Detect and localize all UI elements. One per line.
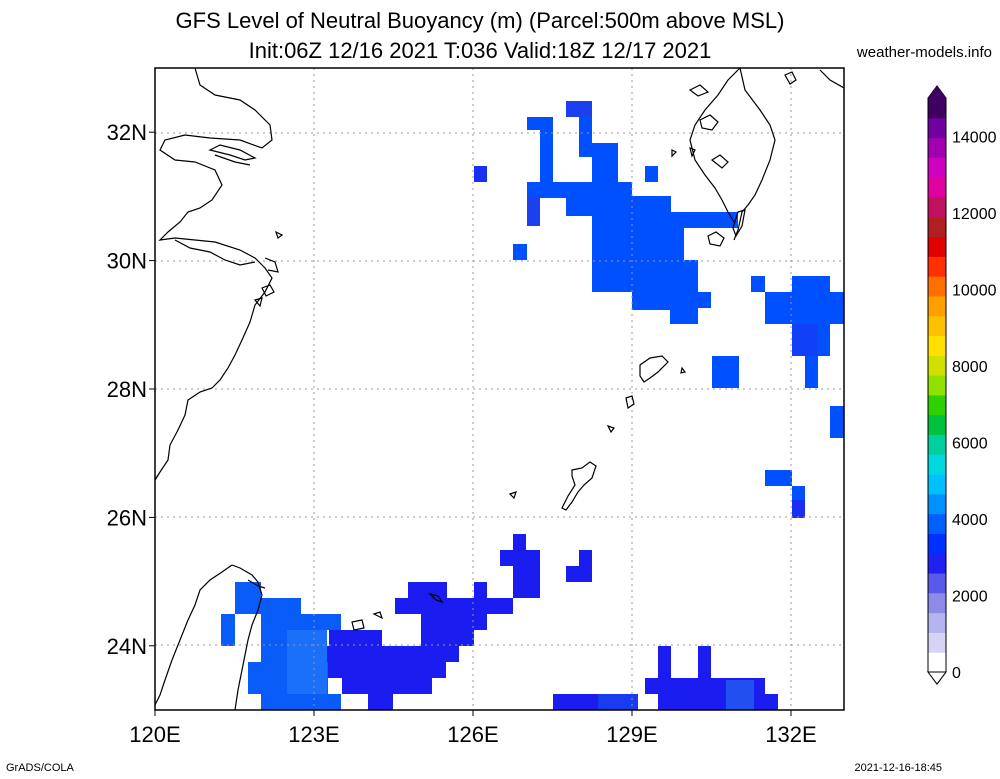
colorbar-swatch — [928, 177, 946, 198]
colorbar-swatch — [928, 454, 946, 475]
lon-axis: 120E 123E 126E 129E 132E — [129, 710, 817, 747]
colorbar-swatch — [928, 137, 946, 158]
colorbar-swatch — [928, 335, 946, 356]
colorbar-swatch — [928, 573, 946, 594]
colorbar-swatch — [928, 553, 946, 574]
lat-tick-label: 32N — [107, 120, 147, 145]
colorbar-swatch — [928, 414, 946, 435]
lat-tick-label: 28N — [107, 377, 147, 402]
lon-tick-label: 123E — [288, 722, 339, 747]
footer-timestamp: 2021-12-16-18:45 — [854, 762, 942, 774]
colorbar: 0 2000 4000 6000 8000 10000 12000 14000 — [927, 85, 997, 685]
colorbar-swatch — [928, 493, 946, 515]
colorbar-label: 8000 — [952, 359, 988, 376]
colorbar-label: 0 — [952, 665, 961, 682]
colorbar-min-arrow — [927, 671, 947, 685]
colorbar-swatch — [928, 394, 946, 416]
lat-tick-label: 24N — [107, 634, 147, 659]
lat-tick-label: 30N — [107, 249, 147, 274]
colorbar-label: 4000 — [952, 512, 988, 529]
colorbar-max-arrow — [928, 86, 946, 98]
colorbar-swatch — [928, 98, 946, 119]
colorbar-swatch — [928, 533, 946, 554]
colorbar-swatch — [928, 375, 946, 396]
colorbar-swatch — [928, 474, 946, 495]
colorbar-swatch — [928, 315, 946, 337]
colorbar-swatch — [928, 434, 946, 455]
lon-tick-label: 120E — [129, 722, 180, 747]
colorbar-label: 2000 — [952, 588, 988, 605]
lon-tick-label: 126E — [447, 722, 498, 747]
buoyancy-shading — [221, 101, 844, 710]
colorbar-swatch — [928, 592, 946, 614]
colorbar-label: 14000 — [952, 129, 997, 146]
colorbar-label: 12000 — [952, 206, 997, 223]
colorbar-swatch — [928, 196, 946, 218]
colorbar-swatch — [928, 513, 946, 534]
colorbar-swatch — [928, 652, 946, 673]
map-subtitle: Init:06Z 12/16 2021 T:036 Valid:18Z 12/1… — [248, 38, 712, 63]
lon-tick-label: 132E — [765, 722, 816, 747]
coastlines — [155, 68, 844, 710]
colorbar-label: 10000 — [952, 282, 997, 299]
colorbar-swatch — [928, 236, 946, 257]
lon-tick-label: 129E — [606, 722, 657, 747]
lat-axis: 32N 30N 28N 26N 24N — [107, 120, 155, 659]
colorbar-swatch — [928, 216, 946, 238]
colorbar-swatch — [928, 276, 946, 297]
colorbar-label: 6000 — [952, 435, 988, 452]
colorbar-swatch — [928, 117, 946, 139]
colorbar-swatch — [928, 355, 946, 376]
footer-software-label: GrADS/COLA — [6, 762, 74, 774]
map-title: GFS Level of Neutral Buoyancy (m) (Parce… — [175, 8, 785, 33]
colorbar-swatch — [928, 612, 946, 633]
credit-label: weather-models.info — [856, 44, 992, 61]
colorbar-swatch — [928, 295, 946, 317]
colorbar-swatch — [928, 632, 946, 653]
colorbar-swatch — [928, 157, 946, 178]
gridlines — [155, 68, 844, 710]
colorbar-swatch — [928, 256, 946, 277]
lat-tick-label: 26N — [107, 505, 147, 530]
